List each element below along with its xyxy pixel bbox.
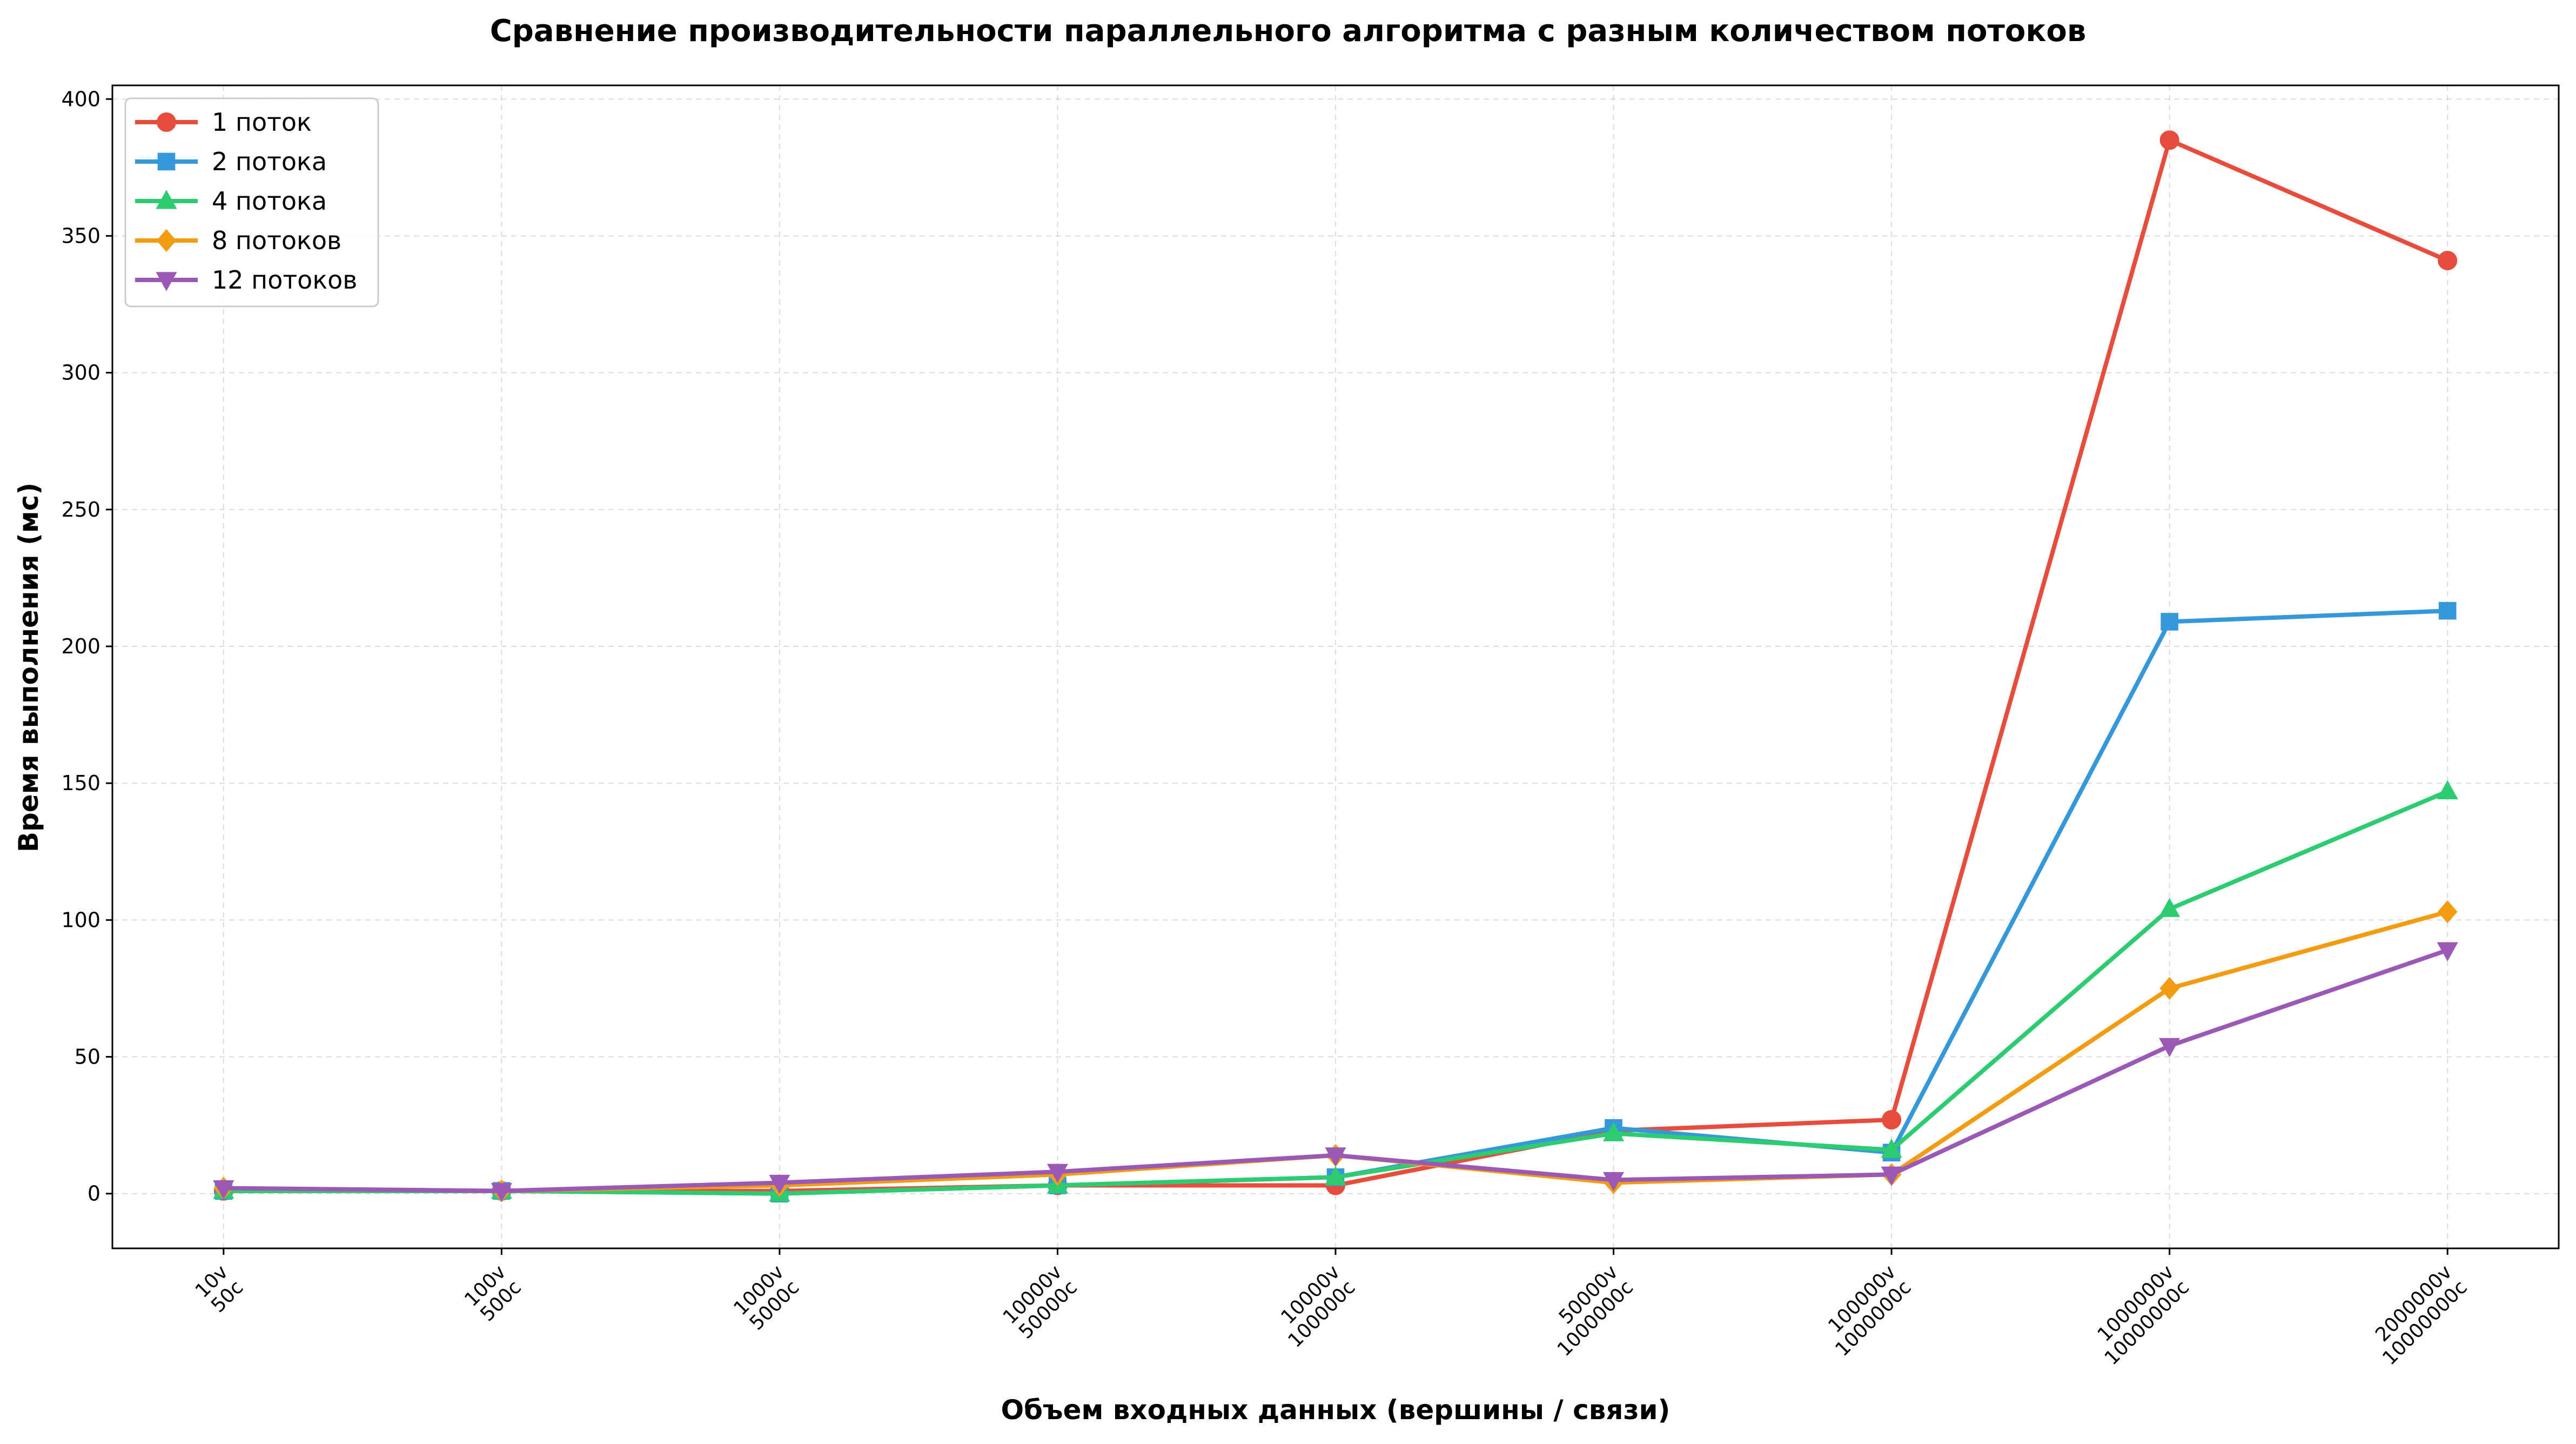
y-axis-label: Время выполнения (мс) <box>13 483 44 852</box>
data-point <box>2438 251 2458 271</box>
x-tick-label: 1000v5000c <box>729 1261 803 1335</box>
legend-label: 12 потоков <box>212 265 357 295</box>
data-point <box>2159 898 2181 917</box>
data-point <box>1325 1166 1346 1185</box>
data-point <box>156 272 177 291</box>
data-point <box>2438 601 2457 620</box>
y-tick-label: 300 <box>61 361 100 385</box>
chart-title: Сравнение производительности параллельно… <box>490 14 2087 49</box>
legend-item: 4 потока <box>135 186 327 216</box>
y-tick-label: 200 <box>61 634 100 658</box>
series-5 <box>213 942 2458 1202</box>
y-tick-label: 250 <box>61 498 100 522</box>
legend: 1 поток 2 потока 4 потока 8 потоков 12 поток… <box>124 97 379 307</box>
data-point <box>1603 1122 1625 1141</box>
data-point <box>2437 780 2458 799</box>
x-tick-label: 10000v50000c <box>999 1261 1082 1343</box>
y-tick-label: 50 <box>75 1045 100 1069</box>
data-point <box>2437 942 2458 961</box>
plot-frame <box>111 84 2560 1249</box>
data-point <box>2159 1038 2181 1058</box>
data-point <box>1881 1138 1902 1158</box>
series-line <box>221 609 2450 1196</box>
data-point <box>156 229 177 252</box>
data-point <box>213 1180 234 1200</box>
data-point <box>2159 977 2179 1000</box>
legend-label: 2 потока <box>212 147 327 176</box>
data-point <box>1325 1147 1346 1167</box>
data-point <box>157 112 176 132</box>
data-point <box>2437 900 2458 924</box>
y-tick-label: 100 <box>61 908 100 932</box>
y-tick-label: 400 <box>61 87 100 111</box>
y-tick-label: 0 <box>88 1182 100 1206</box>
legend-item: 12 потоков <box>135 265 357 295</box>
data-point <box>1882 1110 1902 1130</box>
data-point <box>2159 130 2179 150</box>
data-point <box>491 1183 512 1202</box>
data-point <box>1603 1172 1625 1192</box>
data-point <box>1881 1166 1902 1186</box>
legend-item: 2 потока <box>135 147 327 176</box>
legend-item: 1 поток <box>135 108 312 137</box>
x-tick-label: 2000000v10000000c <box>2363 1261 2472 1369</box>
x-tick-label: 100000v1000000c <box>1816 1261 1916 1361</box>
series-group <box>213 130 2458 1203</box>
y-tick-label: 350 <box>61 224 100 248</box>
y-tick-label: 150 <box>61 771 100 795</box>
x-axis-label: Объем входных данных (вершины / связи) <box>1001 1394 1671 1426</box>
data-point <box>156 190 177 209</box>
legend-label: 4 потока <box>212 186 327 216</box>
legend-item: 8 потоков <box>135 226 341 255</box>
x-tick-label: 100v500c <box>460 1261 526 1326</box>
grid <box>112 85 2559 1248</box>
data-point <box>2161 613 2178 631</box>
x-tick-label: 50000v1000000c <box>1538 1261 1638 1361</box>
x-tick-label: 1000000v10000000c <box>2085 1261 2193 1369</box>
data-point <box>157 152 176 171</box>
x-tick-label: 10v50c <box>191 1261 248 1318</box>
x-tick-label: 10000v100000c <box>1269 1261 1359 1352</box>
legend-label: 1 поток <box>212 108 312 137</box>
data-point <box>769 1174 790 1194</box>
legend-label: 8 потоков <box>212 226 341 255</box>
data-point <box>1046 1164 1068 1183</box>
legend-box <box>124 97 379 307</box>
